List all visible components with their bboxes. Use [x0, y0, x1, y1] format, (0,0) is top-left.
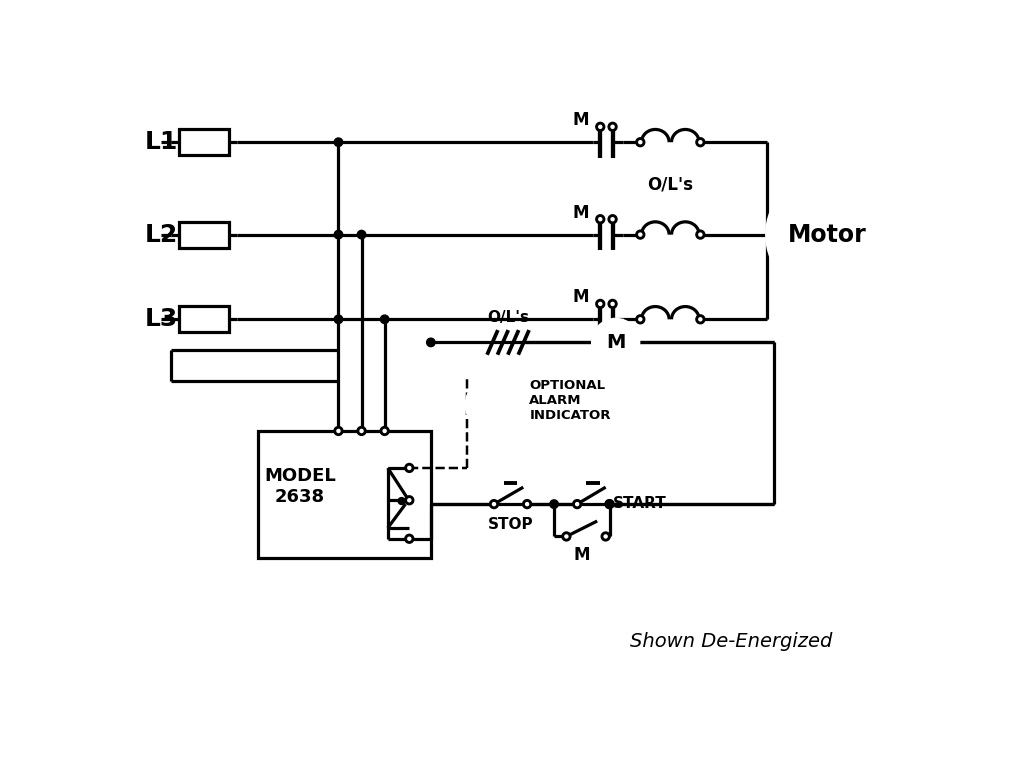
Text: Shown De-Energized: Shown De-Energized: [630, 631, 833, 650]
Bar: [178, 221, 229, 248]
Circle shape: [357, 427, 366, 435]
Circle shape: [609, 300, 616, 308]
Bar: [178, 306, 229, 333]
Circle shape: [523, 501, 530, 508]
Text: M: M: [573, 288, 590, 306]
Circle shape: [335, 427, 342, 435]
Circle shape: [398, 498, 406, 505]
Circle shape: [637, 231, 644, 238]
Circle shape: [406, 464, 413, 472]
Circle shape: [637, 316, 644, 323]
Circle shape: [597, 300, 604, 308]
Circle shape: [606, 501, 613, 508]
Bar: [178, 129, 229, 155]
Circle shape: [381, 315, 389, 323]
Circle shape: [573, 501, 581, 508]
Text: START: START: [612, 495, 667, 511]
Text: L1: L1: [144, 131, 178, 154]
Text: OPTIONAL
ALARM
INDICATOR: OPTIONAL ALARM INDICATOR: [529, 379, 611, 422]
Circle shape: [406, 535, 413, 542]
Circle shape: [637, 138, 644, 146]
Circle shape: [334, 138, 343, 147]
Circle shape: [381, 427, 388, 435]
Circle shape: [609, 216, 616, 223]
Circle shape: [550, 500, 558, 508]
Text: M: M: [573, 546, 590, 564]
Text: STOP: STOP: [487, 517, 534, 532]
Circle shape: [334, 230, 343, 239]
Circle shape: [609, 123, 616, 131]
Circle shape: [562, 533, 570, 540]
Text: M: M: [573, 204, 590, 221]
Circle shape: [696, 138, 705, 146]
Circle shape: [602, 533, 609, 540]
Circle shape: [427, 338, 435, 346]
Circle shape: [597, 123, 604, 131]
Text: O/L's: O/L's: [486, 310, 528, 326]
Bar: [258, 431, 431, 558]
Circle shape: [334, 315, 343, 323]
Text: L3: L3: [144, 307, 178, 331]
Text: M: M: [606, 333, 626, 352]
Circle shape: [357, 230, 366, 239]
Text: MODEL
2638: MODEL 2638: [264, 468, 336, 506]
Text: Motor: Motor: [788, 223, 866, 247]
Text: M: M: [573, 111, 590, 129]
Circle shape: [490, 501, 498, 508]
Text: O/L's: O/L's: [647, 176, 693, 194]
Circle shape: [605, 500, 613, 508]
Circle shape: [466, 377, 521, 432]
Circle shape: [597, 216, 604, 223]
Circle shape: [406, 497, 413, 504]
Circle shape: [696, 316, 705, 323]
Circle shape: [593, 319, 639, 366]
Circle shape: [696, 231, 705, 238]
Text: L2: L2: [144, 223, 178, 247]
Circle shape: [767, 174, 888, 295]
